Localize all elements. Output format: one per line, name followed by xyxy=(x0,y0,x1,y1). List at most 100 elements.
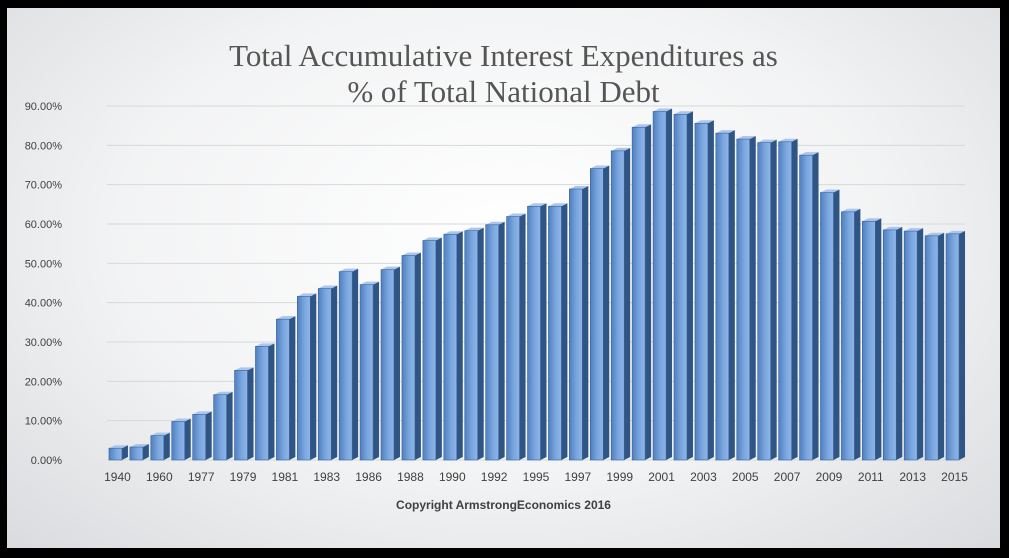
x-tick-label: 1995 xyxy=(523,470,550,484)
x-tick-label: 1983 xyxy=(313,470,340,484)
x-tick-label: 1940 xyxy=(104,470,131,484)
bar-top xyxy=(381,266,400,270)
bar-top xyxy=(778,138,798,142)
bar xyxy=(338,271,353,461)
bar-side xyxy=(289,316,296,460)
chart-frame: Total Accumulative Interest Expenditures… xyxy=(7,8,1000,548)
bar-side xyxy=(456,231,463,460)
bar-top xyxy=(904,228,924,232)
x-tick-label: 2005 xyxy=(732,470,759,484)
bar xyxy=(757,142,771,461)
x-tick-label: 2003 xyxy=(690,470,717,484)
copyright-footer: Copyright ArmstrongEconomics 2016 xyxy=(396,498,611,512)
bar-top xyxy=(799,152,819,156)
bar xyxy=(276,318,290,461)
y-tick-label: 10.00% xyxy=(25,416,63,428)
bar-side xyxy=(498,221,505,460)
bar xyxy=(317,288,332,461)
bar-top xyxy=(632,124,652,128)
bar-side xyxy=(603,165,610,461)
bar xyxy=(359,284,374,461)
bar-side xyxy=(519,213,526,460)
bar-top xyxy=(360,281,380,285)
bar-top xyxy=(925,232,945,236)
y-tick-label: 70.00% xyxy=(25,180,63,192)
bar xyxy=(129,446,144,461)
bar xyxy=(422,240,437,461)
bar-top xyxy=(401,252,421,256)
x-tick-label: 1981 xyxy=(272,470,299,484)
bar xyxy=(694,123,709,461)
bar-top xyxy=(171,418,191,422)
bar xyxy=(652,111,667,461)
bar xyxy=(945,233,960,461)
bar xyxy=(924,235,939,461)
x-tick-label: 1986 xyxy=(355,470,382,484)
y-tick-label: 50.00% xyxy=(25,258,63,270)
bar xyxy=(108,447,123,461)
bar xyxy=(150,435,165,461)
x-tick-label: 1977 xyxy=(188,470,215,484)
bar xyxy=(799,154,813,461)
bar xyxy=(589,168,604,461)
bar xyxy=(506,216,520,461)
bar-top xyxy=(150,432,170,436)
bar-side xyxy=(728,130,735,460)
bar-top xyxy=(715,130,735,134)
bar-top xyxy=(506,213,526,217)
bar xyxy=(234,370,248,461)
x-tick-label: 2015 xyxy=(941,470,968,484)
bar-side xyxy=(959,230,966,460)
bar xyxy=(569,188,583,461)
y-tick-label: 40.00% xyxy=(25,298,63,310)
bar xyxy=(401,255,416,461)
bar xyxy=(903,230,918,461)
bar-side xyxy=(352,268,359,460)
bar-top xyxy=(611,147,631,151)
bar xyxy=(736,138,751,461)
x-tick-label: 1960 xyxy=(146,470,173,484)
bar-top xyxy=(422,237,442,241)
bar xyxy=(841,211,855,461)
bar-side xyxy=(645,124,652,461)
bar-top xyxy=(213,391,233,395)
x-tick-label: 2001 xyxy=(648,470,675,484)
bar xyxy=(213,394,227,461)
bar-side xyxy=(854,208,861,460)
bar-top xyxy=(339,268,359,272)
bar-side xyxy=(331,285,338,460)
bar-side xyxy=(833,189,840,461)
bar-side xyxy=(435,237,442,460)
bar xyxy=(778,141,792,461)
bar-side xyxy=(393,266,400,460)
bar-side xyxy=(226,391,233,460)
bar-side xyxy=(121,445,128,460)
bar-chart: 0.00% 10.00% 20.00% 30.00% 40.00% 50.00% 60.00… xyxy=(25,101,969,484)
x-tick-label: 2007 xyxy=(774,470,801,484)
x-tick-label: 1979 xyxy=(230,470,257,484)
bar-side xyxy=(205,411,212,460)
x-tick-label: 1999 xyxy=(606,470,633,484)
bar-side xyxy=(917,228,924,460)
bar-top xyxy=(464,227,484,231)
bar-top xyxy=(674,111,693,115)
bar-top xyxy=(653,108,673,112)
y-tick-label: 90.00% xyxy=(25,101,63,113)
bar xyxy=(610,150,625,461)
x-tick-label: 2013 xyxy=(899,470,926,484)
x-tick-label: 2009 xyxy=(816,470,843,484)
bar xyxy=(631,126,646,461)
bar-side xyxy=(686,111,693,460)
bar-side xyxy=(247,367,254,460)
bar-top xyxy=(862,218,882,222)
bar-side xyxy=(477,227,484,460)
bar-side xyxy=(142,444,149,460)
bar-top xyxy=(108,445,128,449)
bar-top xyxy=(820,189,840,193)
x-tick-label: 1990 xyxy=(439,470,466,484)
x-tick-label: 1988 xyxy=(397,470,424,484)
x-tick-label: 1997 xyxy=(565,470,592,484)
bar xyxy=(192,414,206,461)
y-tick-label: 20.00% xyxy=(25,376,63,388)
bar-side xyxy=(561,203,568,461)
